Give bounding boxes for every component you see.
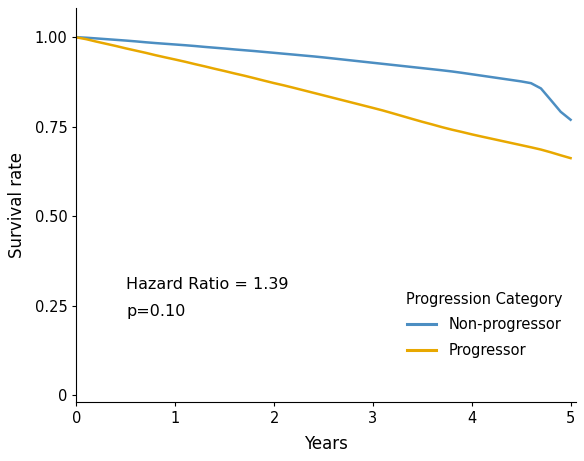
Y-axis label: Survival rate: Survival rate <box>8 152 26 258</box>
Text: Hazard Ratio = 1.39: Hazard Ratio = 1.39 <box>126 277 289 292</box>
Legend: Non-progressor, Progressor: Non-progressor, Progressor <box>400 286 568 363</box>
X-axis label: Years: Years <box>304 435 348 453</box>
Text: p=0.10: p=0.10 <box>126 304 186 319</box>
